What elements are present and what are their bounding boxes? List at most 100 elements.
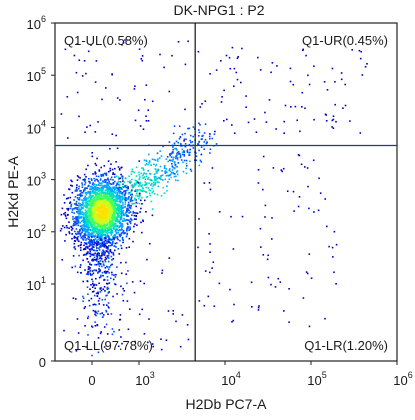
cell-event bbox=[91, 233, 94, 235]
cell-event bbox=[121, 210, 124, 213]
cell-event bbox=[105, 87, 107, 89]
cell-event bbox=[107, 216, 109, 219]
cell-event bbox=[96, 324, 99, 327]
y-tick-label: 105 bbox=[27, 66, 46, 84]
cell-event bbox=[75, 228, 78, 230]
cell-event bbox=[97, 190, 100, 193]
cell-event bbox=[104, 290, 106, 292]
cell-event bbox=[366, 63, 368, 65]
cell-event bbox=[268, 99, 271, 101]
cell-event bbox=[144, 178, 147, 181]
cell-event bbox=[94, 242, 96, 244]
cell-event bbox=[79, 233, 82, 235]
cell-event bbox=[154, 183, 156, 185]
cell-event bbox=[189, 151, 191, 154]
cell-event bbox=[85, 193, 88, 196]
cell-event bbox=[207, 295, 210, 298]
cell-event bbox=[116, 191, 119, 194]
cell-event bbox=[117, 221, 119, 223]
cell-event bbox=[63, 194, 65, 196]
cell-event bbox=[104, 189, 107, 192]
cell-event bbox=[136, 190, 138, 193]
cell-event bbox=[110, 222, 113, 225]
cell-event bbox=[109, 209, 111, 211]
cell-event bbox=[113, 237, 115, 239]
cell-event bbox=[140, 58, 143, 60]
cell-event bbox=[103, 279, 105, 281]
cell-event bbox=[102, 225, 104, 227]
cell-event bbox=[85, 206, 87, 208]
cell-event bbox=[112, 190, 115, 193]
cell-event bbox=[83, 224, 85, 226]
cell-event bbox=[97, 252, 99, 254]
cell-event bbox=[116, 182, 118, 185]
cell-event bbox=[140, 172, 142, 175]
cell-event bbox=[83, 189, 86, 191]
cell-event bbox=[101, 203, 103, 206]
cell-event bbox=[112, 218, 114, 221]
cell-event bbox=[108, 185, 111, 188]
cell-event bbox=[150, 184, 152, 186]
cell-event bbox=[124, 39, 126, 41]
cell-event bbox=[112, 254, 115, 256]
cell-event bbox=[141, 203, 143, 205]
cell-event bbox=[112, 236, 114, 238]
cell-event bbox=[95, 311, 97, 314]
cell-event bbox=[89, 190, 92, 193]
cell-event bbox=[98, 197, 101, 199]
cell-event bbox=[178, 151, 180, 153]
cell-event bbox=[89, 253, 92, 256]
cell-event bbox=[156, 181, 159, 183]
cell-event bbox=[169, 168, 171, 170]
cell-event bbox=[95, 292, 98, 295]
cell-event bbox=[84, 187, 86, 189]
cell-event bbox=[240, 81, 242, 84]
cell-event bbox=[89, 252, 92, 255]
cell-event bbox=[281, 170, 283, 173]
cell-event bbox=[106, 230, 109, 232]
cell-event bbox=[106, 209, 108, 211]
cell-event bbox=[99, 226, 102, 228]
cell-event bbox=[175, 165, 178, 168]
cell-event bbox=[131, 219, 133, 221]
cell-event bbox=[195, 155, 198, 157]
cell-event bbox=[110, 251, 113, 254]
cell-event bbox=[113, 283, 116, 285]
cell-event bbox=[118, 204, 120, 206]
cell-event bbox=[129, 308, 131, 310]
cell-event bbox=[99, 201, 101, 203]
cell-event bbox=[99, 232, 102, 234]
cell-event bbox=[96, 242, 98, 244]
cell-event bbox=[61, 259, 63, 261]
cell-event bbox=[120, 234, 122, 236]
cell-event bbox=[106, 190, 109, 192]
y-tick-label: 0 bbox=[39, 355, 46, 370]
cell-event bbox=[130, 205, 132, 207]
cell-event bbox=[144, 164, 147, 166]
cell-event bbox=[332, 115, 335, 117]
cell-event bbox=[122, 186, 125, 188]
cell-event bbox=[103, 242, 106, 245]
cell-event bbox=[96, 222, 98, 225]
x-tick-label: 103 bbox=[135, 370, 154, 388]
cell-event bbox=[106, 206, 109, 208]
cell-event bbox=[110, 163, 112, 165]
cell-event bbox=[283, 310, 285, 312]
cell-event bbox=[127, 207, 129, 210]
cell-event bbox=[118, 220, 121, 223]
cell-event bbox=[142, 189, 144, 192]
cell-event bbox=[103, 206, 106, 208]
cell-event bbox=[107, 236, 110, 238]
cell-event bbox=[97, 184, 100, 186]
cell-event bbox=[185, 138, 187, 141]
cell-event bbox=[79, 225, 82, 227]
cell-event bbox=[83, 229, 86, 232]
cell-event bbox=[84, 131, 86, 133]
cell-event bbox=[125, 273, 127, 275]
cell-event bbox=[87, 334, 89, 336]
cell-event bbox=[107, 287, 110, 290]
cell-event bbox=[145, 115, 147, 117]
cell-event bbox=[131, 281, 134, 283]
cell-event bbox=[127, 180, 129, 183]
cell-event bbox=[113, 173, 116, 176]
